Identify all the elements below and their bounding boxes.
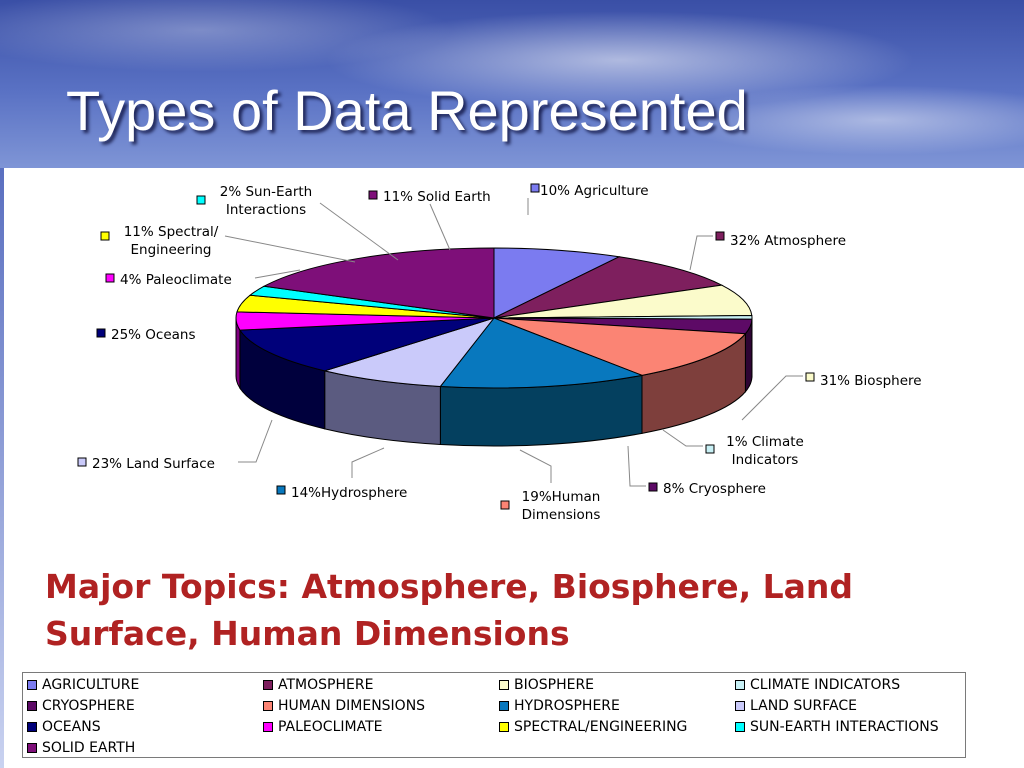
leader-line-atmosphere (689, 235, 713, 271)
data-label-biosphere: 31% Biosphere (820, 373, 922, 389)
legend-item-biosphere: BIOSPHERE (499, 675, 594, 695)
legend-label: PALEOCLIMATE (278, 719, 383, 735)
legend-label: HUMAN DIMENSIONS (278, 698, 426, 714)
data-label-swatch-land-surface (77, 457, 87, 467)
legend-label: CRYOSPHERE (42, 698, 135, 714)
legend-item-paleoclimate: PALEOCLIMATE (263, 717, 382, 737)
pie-slice-land-surface (322, 317, 496, 387)
data-label-solid-earth: 11% Solid Earth (383, 189, 491, 205)
legend-label: SOLID EARTH (42, 740, 136, 756)
leader-line-climate-indicators (662, 429, 703, 447)
legend-item-atmosphere: ATMOSPHERE (263, 675, 373, 695)
legend-item-spectral-engineering: SPECTRAL/ENGINEERING (499, 717, 687, 737)
legend-swatch (735, 680, 745, 690)
legend-item-land-surface: LAND SURFACE (735, 696, 857, 716)
data-label-land-surface: 23% Land Surface (92, 456, 215, 472)
data-label-spectral-engineering: 11% Spectral/Engineering (124, 224, 219, 258)
leader-line-paleoclimate (254, 269, 301, 279)
legend-item-hydrosphere: HYDROSPHERE (499, 696, 620, 716)
legend-swatch (27, 680, 37, 690)
legend-label: LAND SURFACE (750, 698, 857, 714)
data-label-swatch-biosphere (805, 372, 815, 382)
legend-label: SPECTRAL/ENGINEERING (514, 719, 688, 735)
data-label-swatch-atmosphere (715, 231, 725, 241)
legend-swatch (499, 701, 509, 711)
pie-slice-hydrosphere (439, 317, 644, 389)
pie-slice-oceans (239, 317, 495, 372)
side-decoration-strip (0, 168, 4, 768)
data-label-swatch-cryosphere (648, 482, 658, 492)
legend-label: HYDROSPHERE (514, 698, 620, 714)
legend-swatch (27, 722, 37, 732)
title-banner (0, 0, 1024, 168)
legend-label: SUN-EARTH INTERACTIONS (750, 719, 939, 735)
legend-swatch (263, 680, 273, 690)
data-label-agriculture: 10% Agriculture (540, 183, 649, 199)
legend-swatch (499, 680, 509, 690)
legend-label: ATMOSPHERE (278, 677, 374, 693)
legend-swatch (499, 722, 509, 732)
data-label-swatch-sun-earth-interactions (196, 195, 206, 205)
legend-label: CLIMATE INDICATORS (750, 677, 901, 693)
data-label-oceans: 25% Oceans (111, 327, 196, 343)
pie-slice-agriculture (493, 247, 621, 319)
data-label-atmosphere: 32% Atmosphere (730, 233, 846, 249)
legend-swatch (263, 701, 273, 711)
data-label-swatch-hydrosphere (276, 485, 286, 495)
data-label-cryosphere: 8% Cryosphere (663, 481, 766, 497)
leader-line-hydrosphere (351, 447, 385, 478)
legend-label: BIOSPHERE (514, 677, 595, 693)
data-label-swatch-climate-indicators (705, 444, 715, 454)
legend-swatch (735, 701, 745, 711)
pie-chart-3d: 10% Agriculture 32% Atmosphere 31% Biosphe… (77, 183, 922, 523)
leader-line-spectral-engineering (224, 235, 356, 263)
leader-line-human-dimensions (519, 449, 552, 483)
legend-item-sun-earth-interactions: SUN-EARTH INTERACTIONS (735, 717, 939, 737)
leader-line-solid-earth (429, 203, 451, 251)
data-label-climate-indicators: 1% Climate Indicators (726, 434, 804, 468)
leader-line-biosphere (741, 375, 803, 421)
data-label-swatch-oceans (96, 328, 106, 338)
legend-item-solid-earth: SOLID EARTH (27, 738, 135, 758)
legend-item-cryosphere: CRYOSPHERE (27, 696, 135, 716)
slide-title: Types of Data Represented (66, 79, 748, 142)
legend-label: OCEANS (42, 719, 101, 735)
major-topics-line-2: Surface, Human Dimensions (45, 614, 570, 653)
data-label-swatch-spectral-engineering (100, 231, 110, 241)
data-label-swatch-human-dimensions (500, 500, 510, 510)
legend-item-human-dimensions: HUMAN DIMENSIONS (263, 696, 425, 716)
legend-swatch (27, 701, 37, 711)
leader-line-land-surface (238, 419, 273, 463)
pie-slice-solid-earth (262, 247, 495, 319)
legend-swatch (735, 722, 745, 732)
legend-label: AGRICULTURE (42, 677, 140, 693)
data-label-swatch-solid-earth (368, 190, 378, 200)
data-label-sun-earth-interactions: 2% Sun-Earth Interactions (220, 184, 312, 218)
legend-item-climate-indicators: CLIMATE INDICATORS (735, 675, 900, 695)
legend-item-oceans: OCEANS (27, 717, 101, 737)
legend-item-agriculture: AGRICULTURE (27, 675, 139, 695)
pie-slice-human-dimensions (493, 317, 747, 376)
legend-swatch (263, 722, 273, 732)
chart-legend: AGRICULTURE ATMOSPHERE BIOSPHERE CLIMATE IN… (22, 672, 966, 758)
major-topics-text: Major Topics: Atmosphere, Biosphere, Lan… (45, 563, 945, 657)
data-label-swatch-agriculture (530, 183, 540, 193)
pie-slice-atmosphere (493, 256, 724, 319)
major-topics-line-1: Major Topics: Atmosphere, Biosphere, Lan… (45, 567, 854, 606)
data-label-paleoclimate: 4% Paleoclimate (120, 272, 232, 288)
pie-slice-biosphere (493, 284, 753, 319)
data-label-hydrosphere: 14%Hydrosphere (291, 485, 407, 501)
legend-swatch (27, 743, 37, 753)
leader-line-sun-earth-interactions (319, 202, 399, 261)
leader-line-cryosphere (627, 445, 646, 487)
data-label-swatch-paleoclimate (105, 273, 115, 283)
data-label-human-dimensions: 19%Human Dimensions (522, 489, 601, 523)
